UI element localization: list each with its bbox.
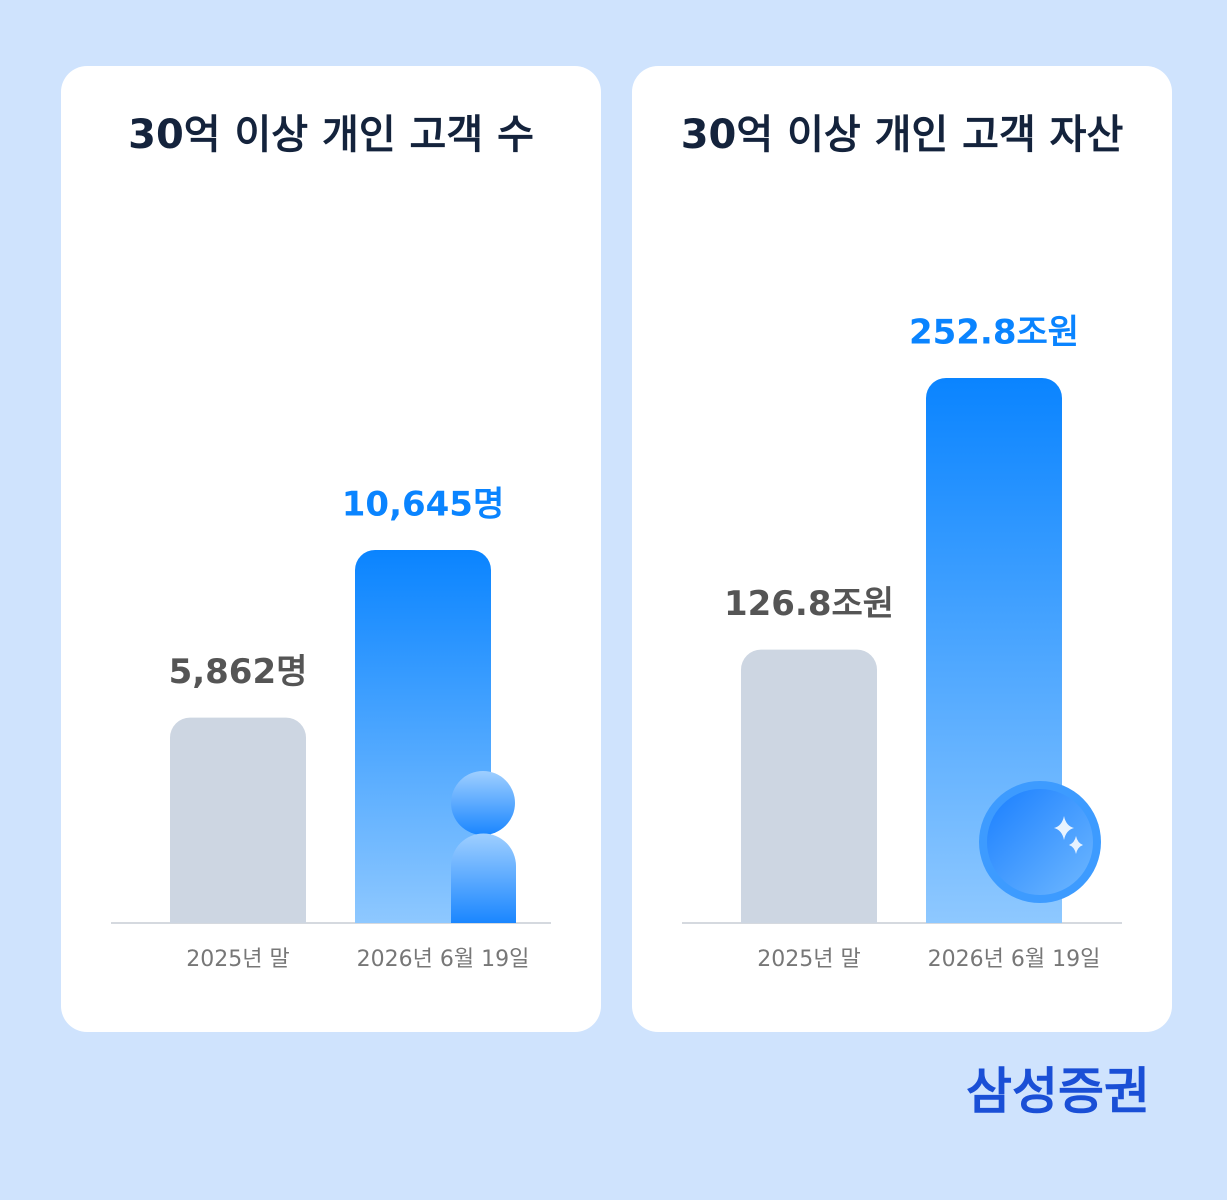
x-tick-label: 2026년 6월 19일 bbox=[357, 947, 530, 972]
person-icon bbox=[451, 771, 516, 923]
value-label: 126.8조원 bbox=[724, 584, 894, 624]
chart-title: 30억 이상 개인 고객 자산 bbox=[681, 112, 1124, 158]
bar bbox=[741, 649, 877, 923]
x-tick-label: 2025년 말 bbox=[186, 947, 289, 972]
bar bbox=[170, 717, 306, 923]
value-label: 10,645명 bbox=[342, 485, 504, 525]
card bbox=[632, 66, 1172, 1032]
x-tick-label: 2026년 6월 19일 bbox=[928, 947, 1101, 972]
bar bbox=[355, 550, 491, 923]
value-label: 5,862명 bbox=[169, 652, 308, 692]
x-tick-label: 2025년 말 bbox=[757, 947, 860, 972]
card bbox=[61, 66, 601, 1032]
coin-icon bbox=[979, 781, 1101, 903]
brand-logo: 삼성증권 bbox=[966, 1063, 1150, 1121]
chart-title: 30억 이상 개인 고객 수 bbox=[128, 112, 534, 158]
value-label: 252.8조원 bbox=[909, 313, 1079, 353]
